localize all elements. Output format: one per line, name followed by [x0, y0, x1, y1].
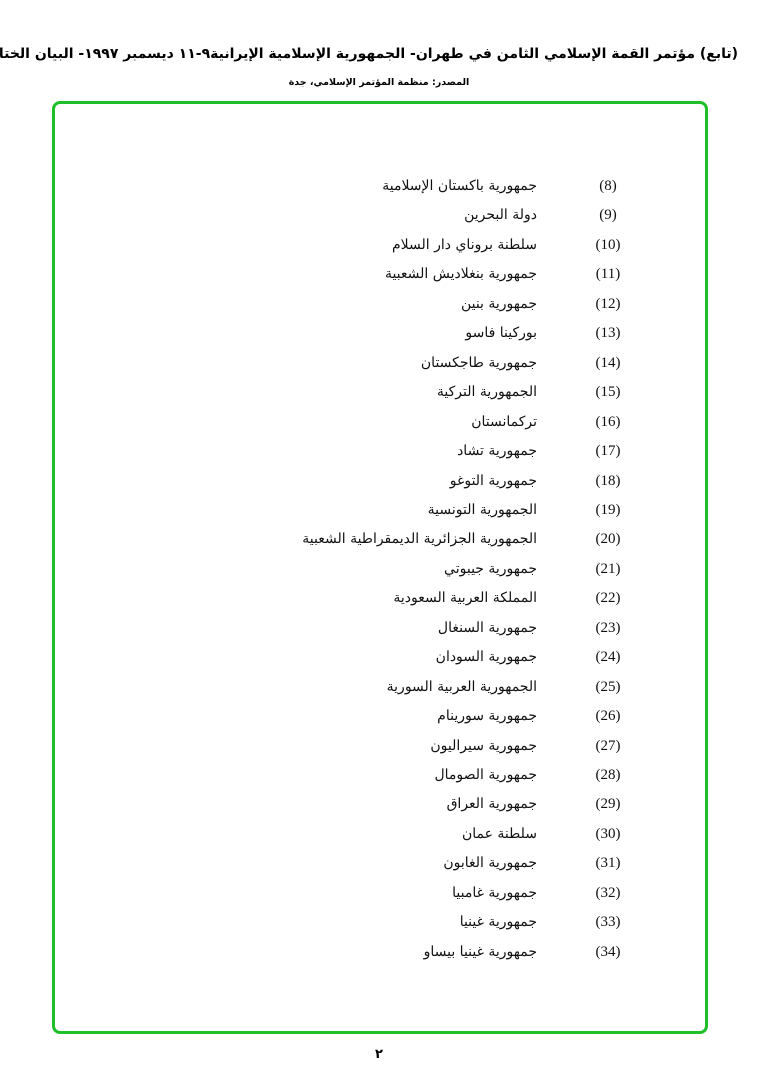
list-item: (28) جمهورية الصومال: [0, 767, 758, 791]
list-item: (26) جمهورية سورينام: [0, 708, 758, 732]
item-name: بوركينا فاسو: [465, 325, 537, 342]
item-name: جمهورية طاجكستان: [420, 354, 537, 371]
list-item: (23) جمهورية السنغال: [0, 620, 758, 644]
list-item: (21) جمهورية جيبوتي: [0, 561, 758, 585]
list-item: (34) جمهورية غينيا بيساو: [0, 944, 758, 968]
item-number: (10): [595, 236, 621, 253]
item-name: جمهورية سورينام: [437, 708, 537, 725]
item-name: جمهورية بنين: [460, 295, 537, 312]
list-item: (14) جمهورية طاجكستان: [0, 355, 758, 379]
item-number: (12): [595, 295, 621, 312]
item-number: (24): [595, 649, 621, 666]
list-item: (32) جمهورية غامبيا: [0, 885, 758, 909]
list-item: (27) جمهورية سيراليون: [0, 738, 758, 762]
item-name: جمهورية التوغو: [449, 472, 537, 489]
list-item: (22) المملكة العربية السعودية: [0, 590, 758, 614]
document-title: (تابع) مؤتمر القمة الإسلامي الثامن في طه…: [0, 46, 738, 62]
list-item: (9) دولة البحرين: [0, 207, 758, 231]
list-item: (20) الجمهورية الجزائرية الديمقراطية الشع…: [0, 531, 758, 555]
item-name: تركمانستان: [471, 413, 537, 430]
item-number: (27): [595, 737, 621, 754]
list-item: (29) جمهورية العراق: [0, 796, 758, 820]
item-number: (32): [595, 884, 621, 901]
item-name: سلطنة بروناي دار السلام: [392, 236, 537, 253]
item-name: جمهورية الصومال: [434, 767, 537, 783]
item-name: المملكة العربية السعودية: [393, 590, 537, 607]
item-name: سلطنة عمان: [461, 825, 537, 842]
item-name: جمهورية الغابون: [443, 855, 537, 872]
item-number: (14): [595, 354, 621, 371]
item-name: جمهورية السودان: [435, 649, 537, 666]
page-number: ٢: [375, 1047, 383, 1062]
list-item: (31) جمهورية الغابون: [0, 855, 758, 879]
list-item: (13) بوركينا فاسو: [0, 325, 758, 349]
item-number: (15): [595, 384, 621, 401]
list-item: (16) تركمانستان: [0, 414, 758, 438]
item-number: (33): [595, 914, 621, 931]
item-number: (29): [595, 796, 621, 813]
item-number: (20): [595, 531, 621, 548]
item-name: دولة البحرين: [464, 207, 537, 224]
list-item: (18) جمهورية التوغو: [0, 473, 758, 497]
item-number: (31): [595, 855, 621, 872]
item-number: (23): [595, 619, 621, 636]
item-number: (9): [599, 207, 617, 224]
list-item: (11) جمهورية بنغلاديش الشعبية: [0, 266, 758, 290]
item-name: جمهورية غينيا بيساو: [423, 943, 537, 960]
list-item: (8) جمهورية باكستان الإسلامية: [0, 178, 758, 202]
content-frame: [52, 101, 708, 1034]
item-name: جمهورية العراق: [446, 796, 537, 813]
item-name: الجمهورية التركية: [436, 384, 537, 401]
list-item: (30) سلطنة عمان: [0, 826, 758, 850]
item-name: جمهورية جيبوتي: [444, 560, 537, 577]
list-item: (15) الجمهورية التركية: [0, 384, 758, 408]
item-name: جمهورية غامبيا: [452, 884, 537, 901]
item-number: (19): [595, 501, 621, 518]
item-number: (17): [595, 443, 621, 460]
item-number: (11): [595, 266, 621, 283]
item-number: (28): [595, 767, 621, 783]
list-item: (12) جمهورية بنين: [0, 296, 758, 320]
item-name: جمهورية غينيا: [459, 914, 537, 931]
document-source: المصدر: منظمة المؤتمر الإسلامي، جدة: [288, 77, 470, 88]
item-name: جمهورية تشاد: [457, 443, 537, 460]
list-item: (19) الجمهورية التونسية: [0, 502, 758, 526]
item-number: (21): [595, 560, 621, 577]
list-item: (24) جمهورية السودان: [0, 649, 758, 673]
item-name: الجمهورية الجزائرية الديمقراطية الشعبية: [302, 531, 537, 548]
item-number: (18): [595, 472, 621, 489]
item-number: (8): [599, 178, 617, 194]
item-number: (22): [595, 590, 621, 607]
item-number: (26): [595, 708, 621, 725]
item-name: جمهورية السنغال: [437, 619, 537, 636]
item-number: (16): [595, 413, 621, 430]
item-name: جمهورية باكستان الإسلامية: [382, 178, 537, 194]
item-name: جمهورية بنغلاديش الشعبية: [384, 266, 537, 283]
item-name: جمهورية سيراليون: [430, 737, 537, 754]
list-item: (25) الجمهورية العربية السورية: [0, 679, 758, 703]
item-name: الجمهورية التونسية: [427, 501, 537, 518]
item-number: (25): [595, 678, 621, 695]
item-number: (13): [595, 325, 621, 342]
item-name: الجمهورية العربية السورية: [386, 678, 537, 695]
list-item: (33) جمهورية غينيا: [0, 914, 758, 938]
list-item: (17) جمهورية تشاد: [0, 443, 758, 467]
item-number: (30): [595, 825, 621, 842]
list-item: (10) سلطنة بروناي دار السلام: [0, 237, 758, 261]
item-number: (34): [595, 943, 621, 960]
